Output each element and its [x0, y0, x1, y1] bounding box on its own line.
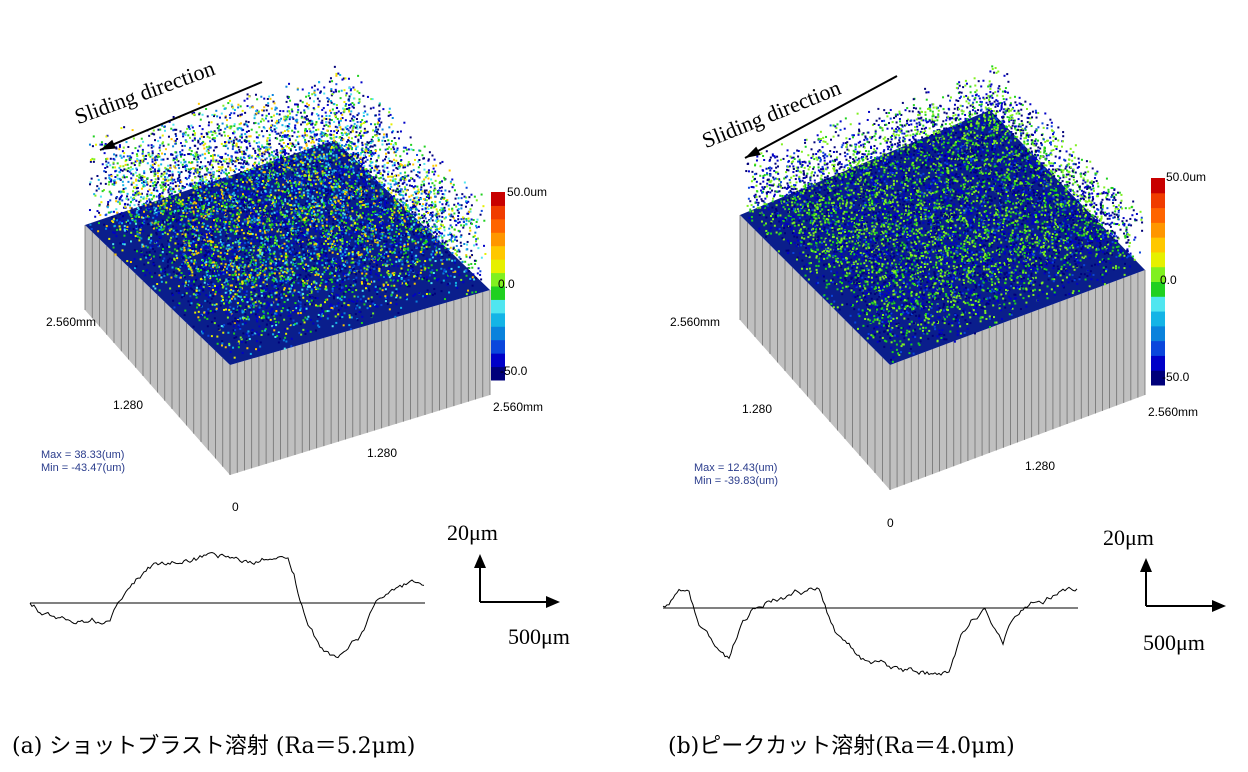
- axis-x-mid-a: 1.280: [367, 446, 398, 460]
- colorbar-segment: [1151, 296, 1165, 312]
- arrow-right-icon: [1212, 600, 1226, 612]
- axis-y-mid-b: 1.280: [742, 402, 773, 416]
- colorbar-segment: [1151, 178, 1165, 194]
- max-value-b: Max = 12.43(um): [694, 462, 778, 474]
- axis-origin-b: 0: [887, 516, 894, 530]
- colorbar-max-b: 50.0um: [1166, 170, 1207, 184]
- scale-horizontal-b: 500μm: [1143, 630, 1205, 655]
- colorbar-min-b: -50.0: [1162, 370, 1190, 384]
- surface-texture: [88, 65, 487, 359]
- colorbar-segment: [491, 326, 505, 341]
- colorbar-segment: [1151, 370, 1165, 386]
- scale-vertical-a: 20μm: [447, 520, 498, 545]
- scale-vertical-b: 20μm: [1103, 525, 1154, 550]
- axis-x-end-a: 2.560mm: [493, 400, 544, 414]
- colorbar-segment: [1151, 222, 1165, 238]
- max-value-a: Max = 38.33(um): [41, 449, 125, 461]
- colorbar-segment: [1151, 237, 1165, 253]
- colorbar-segment: [1151, 325, 1165, 342]
- colorbar-segment: [491, 339, 505, 354]
- colorbar-segment: [491, 366, 505, 381]
- surface-top: [85, 140, 490, 365]
- min-value-a: Min = -43.47(um): [41, 462, 126, 474]
- colorbar-segment: [1151, 355, 1165, 371]
- colorbar-segment: [491, 245, 505, 260]
- colorbar-segment: [491, 286, 505, 300]
- colorbar-segment: [491, 218, 505, 233]
- colorbar-segment: [491, 353, 505, 368]
- scale-horizontal-a: 500μm: [508, 624, 570, 649]
- axis-x-end-b: 2.560mm: [1148, 405, 1199, 419]
- roughness-profile: [29, 551, 425, 659]
- colorbar-mid-b: 0.0: [1160, 273, 1177, 287]
- arrow-up-icon: [1140, 558, 1152, 572]
- arrow-head-icon: [100, 139, 116, 150]
- min-value-b: Min = -39.83(um): [694, 475, 779, 487]
- colorbar-segment: [491, 232, 505, 247]
- surface-texture: [745, 65, 1144, 363]
- axis-y-end-b: 2.560mm: [670, 315, 721, 329]
- axis-y-mid-a: 1.280: [113, 398, 144, 412]
- colorbar-min-a: -50.0: [500, 364, 528, 378]
- colorbar-segment: [491, 192, 505, 206]
- colorbar-segment: [491, 259, 505, 274]
- colorbar-segment: [1151, 266, 1165, 282]
- axis-x-mid-b: 1.280: [1025, 459, 1056, 473]
- colorbar-segment: [1151, 251, 1165, 268]
- colorbar-segment: [1151, 281, 1165, 297]
- colorbar-segment: [491, 312, 505, 327]
- colorbar-segment: [1151, 192, 1165, 209]
- colorbar-segment: [491, 272, 505, 287]
- axis-y-end-a: 2.560mm: [46, 315, 97, 329]
- caption-a: (a) ショットブラスト溶射 (Ra＝5.2μm): [12, 734, 416, 759]
- sliding-direction-arrow: [744, 75, 898, 159]
- colorbar-segment: [1151, 340, 1165, 356]
- sliding-direction-arrow: [99, 81, 263, 151]
- colorbar-segment: [491, 205, 505, 220]
- axis-origin-a: 0: [232, 500, 239, 514]
- colorbar-max-a: 50.0um: [507, 185, 548, 199]
- arrow-head-icon: [745, 146, 761, 158]
- roughness-profile: [662, 586, 1078, 676]
- colorbar-mid-a: 0.0: [498, 277, 515, 291]
- arrow-up-icon: [474, 554, 486, 568]
- arrow-right-icon: [546, 596, 560, 608]
- caption-b: (b)ピークカット溶射(Ra＝4.0μm): [668, 734, 1015, 759]
- colorbar-segment: [1151, 207, 1165, 223]
- colorbar-segment: [491, 299, 505, 314]
- colorbar-segment: [1151, 311, 1165, 327]
